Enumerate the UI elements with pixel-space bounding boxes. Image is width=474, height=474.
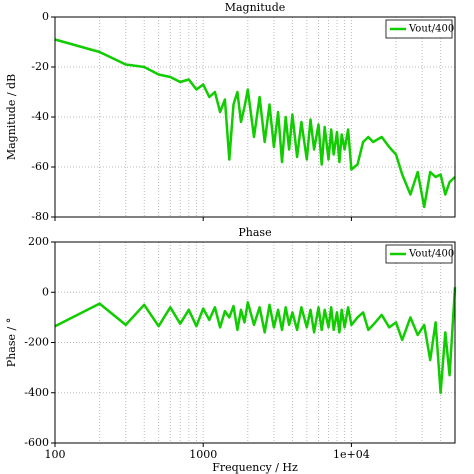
y-tick-label: -60 (31, 160, 49, 173)
y-tick-label: -400 (24, 386, 49, 399)
y-tick-label: -600 (24, 436, 49, 449)
y-tick-label: 0 (42, 10, 49, 23)
subplot-title: Magnitude (225, 1, 286, 14)
plot-frame (54, 16, 456, 218)
x-axis-label: Frequency / Hz (212, 461, 298, 474)
legend-label: Vout/400 (408, 24, 454, 35)
y-tick-label: 0 (42, 285, 49, 298)
data-line (54, 287, 457, 395)
y-axis-label: Phase / ° (5, 318, 18, 367)
y-tick-label: -80 (31, 210, 49, 223)
y-tick-label: -20 (31, 60, 49, 73)
legend-label: Vout/400 (408, 249, 454, 260)
y-axis-label: Magnitude / dB (5, 74, 18, 160)
x-tick-label: 1000 (189, 448, 217, 461)
legend-box (385, 244, 453, 264)
plot-frame (54, 241, 456, 444)
legend-box (385, 19, 453, 39)
x-tick-label: 100 (45, 448, 66, 461)
y-tick-label: -200 (24, 336, 49, 349)
data-line (54, 38, 456, 209)
subplot-title: Phase (238, 226, 271, 239)
x-tick-label: 1e+04 (333, 448, 370, 461)
y-tick-label: 200 (28, 235, 49, 248)
y-tick-label: -40 (31, 110, 49, 123)
